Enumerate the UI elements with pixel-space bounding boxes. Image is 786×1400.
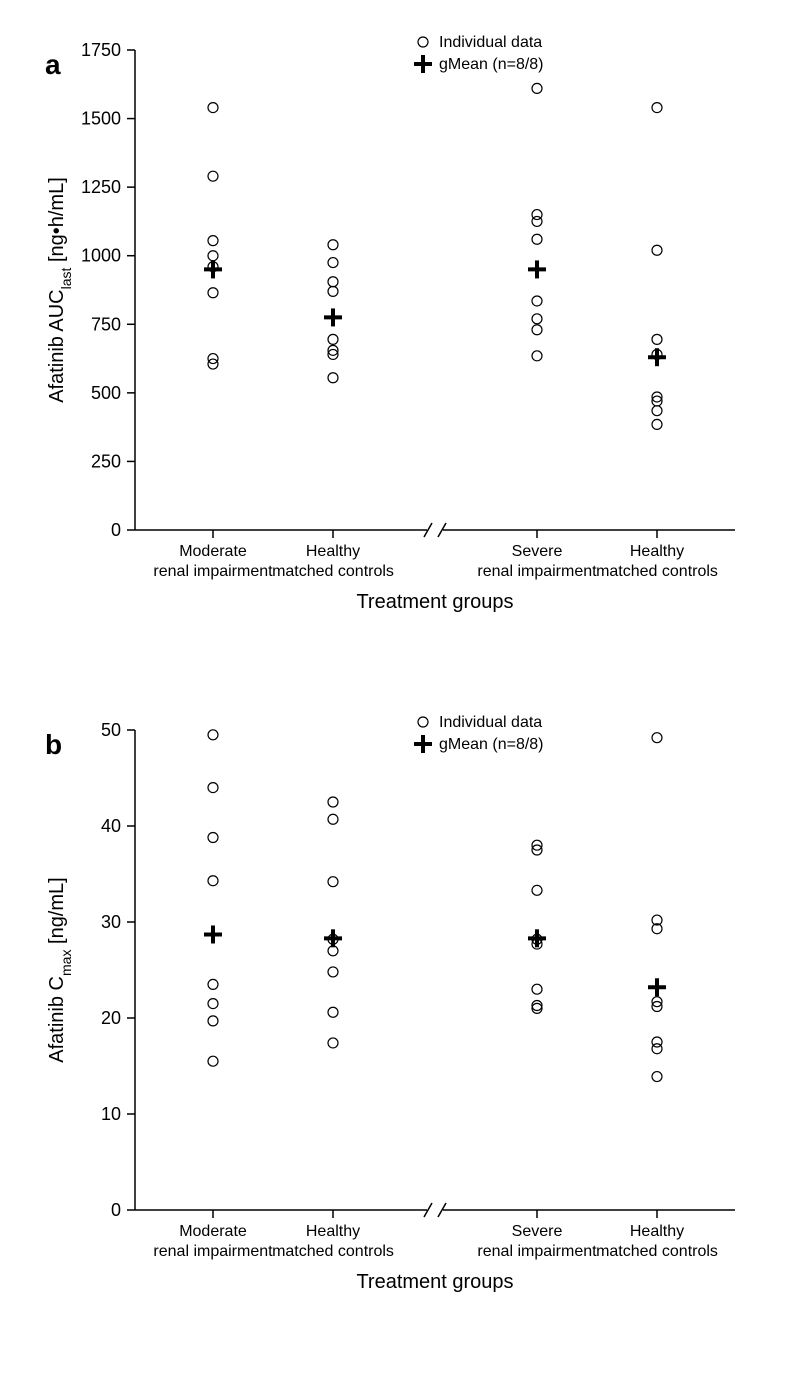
- svg-text:renal impairment: renal impairment: [477, 563, 597, 580]
- svg-text:renal impairment: renal impairment: [153, 563, 273, 580]
- svg-text:Afatinib Cmax [ng/mL]: Afatinib Cmax [ng/mL]: [46, 877, 74, 1062]
- svg-text:renal impairment: renal impairment: [477, 1243, 597, 1260]
- svg-text:250: 250: [91, 451, 121, 471]
- svg-text:1250: 1250: [81, 177, 121, 197]
- svg-text:Treatment groups: Treatment groups: [356, 1271, 513, 1293]
- svg-text:b: b: [45, 729, 62, 760]
- svg-text:renal impairment: renal impairment: [153, 1243, 273, 1260]
- svg-text:50: 50: [101, 720, 121, 740]
- svg-text:Healthy: Healthy: [630, 1223, 684, 1240]
- svg-text:a: a: [45, 49, 61, 80]
- svg-text:matched controls: matched controls: [596, 1243, 718, 1260]
- svg-text:Afatinib AUClast [ng•h/mL]: Afatinib AUClast [ng•h/mL]: [46, 177, 74, 403]
- panel-a-wrapper: a 0 250 500 750 1000 1250 1500 1750 Moderate renal…: [20, 20, 766, 660]
- chart-a: a 0 250 500 750 1000 1250 1500 1750 Moderate renal…: [20, 20, 766, 660]
- svg-text:Severe: Severe: [512, 543, 563, 560]
- figure-container: a02505007501000125015001750Moderaterenal…: [20, 20, 766, 1340]
- svg-text:Treatment groups: Treatment groups: [356, 591, 513, 613]
- svg-text:750: 750: [91, 314, 121, 334]
- svg-text:1000: 1000: [81, 246, 121, 266]
- svg-text:matched controls: matched controls: [596, 563, 718, 580]
- svg-text:Healthy: Healthy: [630, 543, 684, 560]
- svg-text:Moderate: Moderate: [179, 1223, 247, 1240]
- svg-text:0: 0: [111, 520, 121, 540]
- svg-text:30: 30: [101, 912, 121, 932]
- svg-text:1750: 1750: [81, 40, 121, 60]
- svg-text:Individual data: Individual data: [439, 34, 542, 51]
- svg-text:matched controls: matched controls: [272, 563, 394, 580]
- svg-text:gMean (n=8/8): gMean (n=8/8): [439, 736, 544, 753]
- svg-text:20: 20: [101, 1008, 121, 1028]
- svg-text:Severe: Severe: [512, 1223, 563, 1240]
- svg-text:40: 40: [101, 816, 121, 836]
- svg-text:0: 0: [111, 1200, 121, 1220]
- chart-b: b 0 10 20 30 40 50 Moderate renal impairment Heal…: [20, 700, 766, 1340]
- svg-text:10: 10: [101, 1104, 121, 1124]
- svg-text:matched controls: matched controls: [272, 1243, 394, 1260]
- svg-text:Healthy: Healthy: [306, 543, 360, 560]
- panel-b-wrapper: b 0 10 20 30 40 50 Moderate renal impairment Heal…: [20, 700, 766, 1340]
- svg-text:Healthy: Healthy: [306, 1223, 360, 1240]
- svg-text:Individual data: Individual data: [439, 714, 542, 731]
- svg-text:Moderate: Moderate: [179, 543, 247, 560]
- svg-text:gMean (n=8/8): gMean (n=8/8): [439, 56, 544, 73]
- svg-text:1500: 1500: [81, 109, 121, 129]
- svg-text:500: 500: [91, 383, 121, 403]
